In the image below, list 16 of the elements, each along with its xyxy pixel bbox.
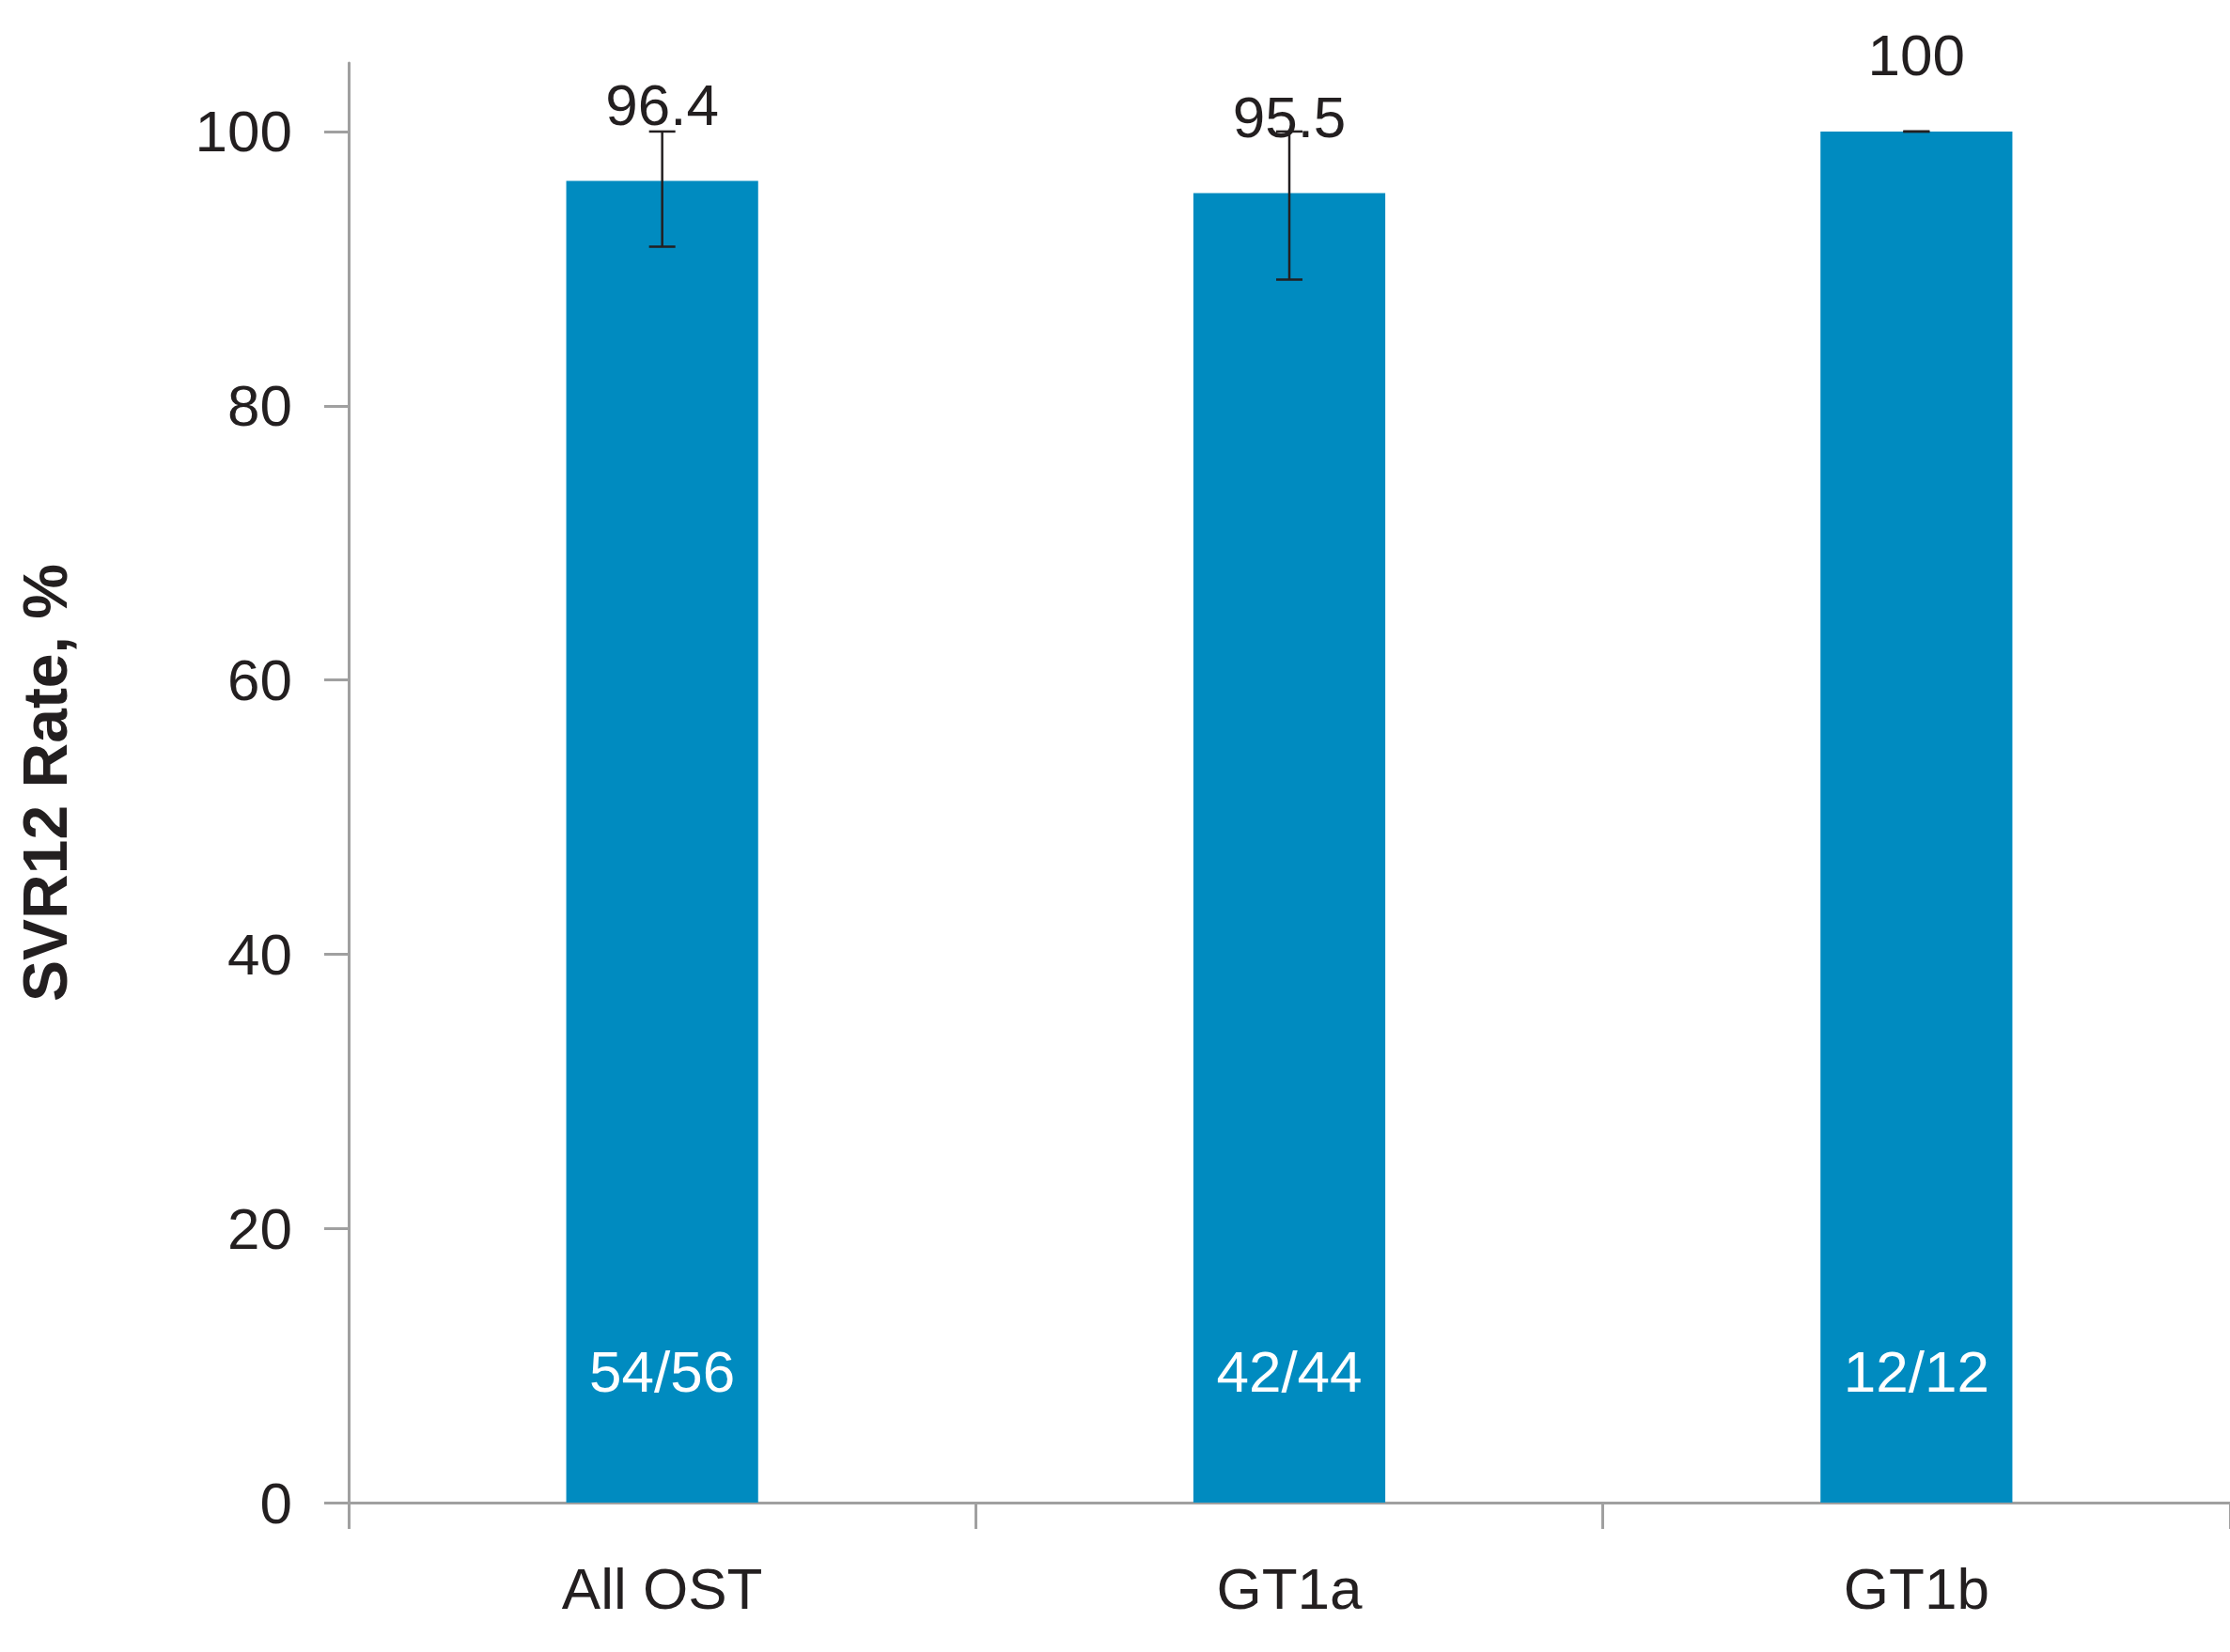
data-label: 100 (1867, 23, 1966, 88)
annotation: 12/12 (1843, 1338, 1989, 1404)
annotation: 42/44 (1216, 1338, 1363, 1404)
x-tick-label: GT1b (1843, 1555, 1989, 1621)
data-label: 95.5 (1232, 85, 1347, 150)
y-tick-label: 80 (227, 373, 292, 439)
y-tick-label: 100 (195, 99, 292, 164)
annotation: 54/56 (589, 1338, 736, 1404)
y-axis-title: SVR12 Rate, % (10, 564, 80, 1002)
x-tick-label: GT1a (1216, 1555, 1364, 1621)
y-tick-label: 60 (227, 647, 292, 713)
x-tick-label: All OST (561, 1555, 763, 1621)
y-tick-label: 0 (259, 1470, 292, 1535)
y-tick-label: 40 (227, 921, 292, 987)
y-tick-label: 20 (227, 1195, 292, 1261)
data-label: 96.4 (605, 71, 719, 137)
